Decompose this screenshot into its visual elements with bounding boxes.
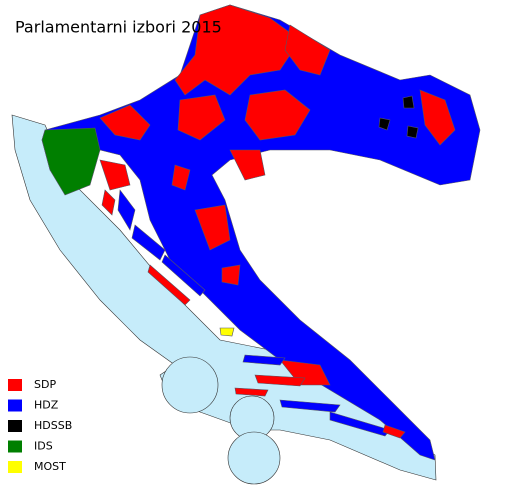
island [279, 399, 341, 413]
region-sdp [194, 204, 231, 251]
region-sdp [284, 24, 331, 76]
region-most [219, 327, 235, 337]
legend-label: MOST [34, 460, 66, 473]
region-sdp [99, 159, 131, 191]
region-sdp [171, 164, 191, 191]
legend-swatch [8, 399, 22, 412]
region-hdssb [378, 117, 391, 131]
region-sdp [229, 149, 266, 181]
island [234, 387, 269, 397]
island [101, 189, 116, 216]
map [11, 4, 481, 485]
legend-swatch [8, 379, 22, 391]
region-sdp [279, 359, 331, 386]
region-hdssb [402, 95, 415, 109]
island [329, 411, 391, 437]
sea-area [161, 356, 219, 414]
island [131, 224, 166, 261]
region-ids [41, 127, 101, 196]
sea-area [227, 431, 281, 485]
region-sdp [221, 264, 241, 286]
legend-swatch [8, 461, 22, 473]
region-sdp [174, 4, 301, 96]
island [242, 354, 286, 366]
island [161, 254, 206, 297]
island [254, 374, 306, 387]
legend-label: HDSSB [34, 419, 72, 432]
legend-label: IDS [34, 440, 53, 453]
region-sdp [177, 94, 226, 141]
legend-label: HDZ [34, 399, 59, 412]
region-hdssb [406, 125, 419, 139]
map-title: Parlamentarni izbori 2015 [15, 18, 222, 37]
legend-swatch [8, 420, 22, 432]
legend-label: SDP [34, 378, 56, 391]
region-sdp [99, 104, 151, 141]
island [147, 264, 191, 306]
region-sdp [419, 89, 456, 146]
legend: SDP HDZ HDSSB IDS MOST [8, 378, 72, 473]
island [382, 424, 406, 439]
region-hdz [41, 4, 481, 461]
legend-swatch [8, 440, 22, 453]
region-sdp [244, 89, 311, 141]
island [117, 189, 136, 231]
